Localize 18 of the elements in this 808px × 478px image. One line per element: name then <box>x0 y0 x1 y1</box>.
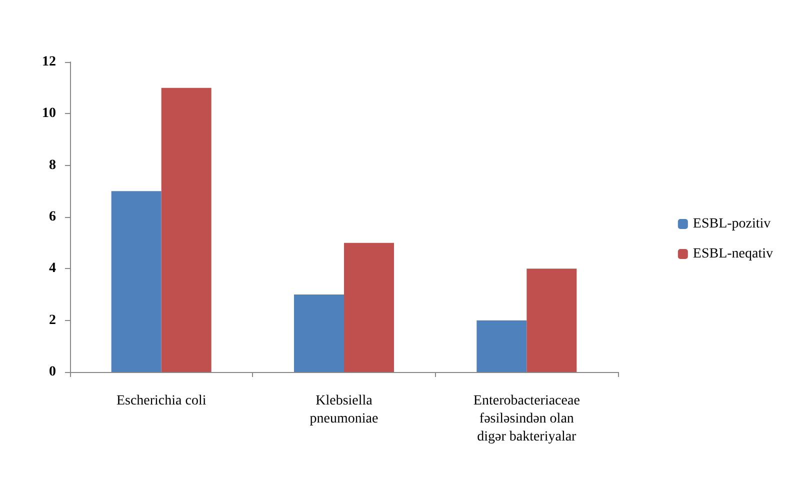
y-tick-label: 12 <box>42 54 56 70</box>
bar <box>111 191 162 372</box>
y-tick-label: 6 <box>49 210 56 224</box>
legend-label: ESBL-neqativ <box>692 246 774 262</box>
bar <box>526 268 577 372</box>
y-tick-label: 4 <box>49 261 56 276</box>
x-tick-label: Escherichia coli <box>116 394 206 408</box>
y-tick-label: 10 <box>42 106 56 122</box>
y-tick-label: 2 <box>49 312 56 328</box>
bar <box>344 242 394 372</box>
bar <box>294 294 344 372</box>
x-tick-label: Enterobacteriaceae fəsiləsindən olan digər bakteriyalar <box>473 394 580 444</box>
bar <box>161 88 212 372</box>
bar <box>476 320 527 372</box>
legend-label: ESBL-pozitiv <box>692 216 771 232</box>
y-tick-label: 8 <box>49 158 56 173</box>
y-tick-label: 0 <box>49 364 56 380</box>
x-tick-label: Klebsiella pneumoniae <box>310 394 378 426</box>
